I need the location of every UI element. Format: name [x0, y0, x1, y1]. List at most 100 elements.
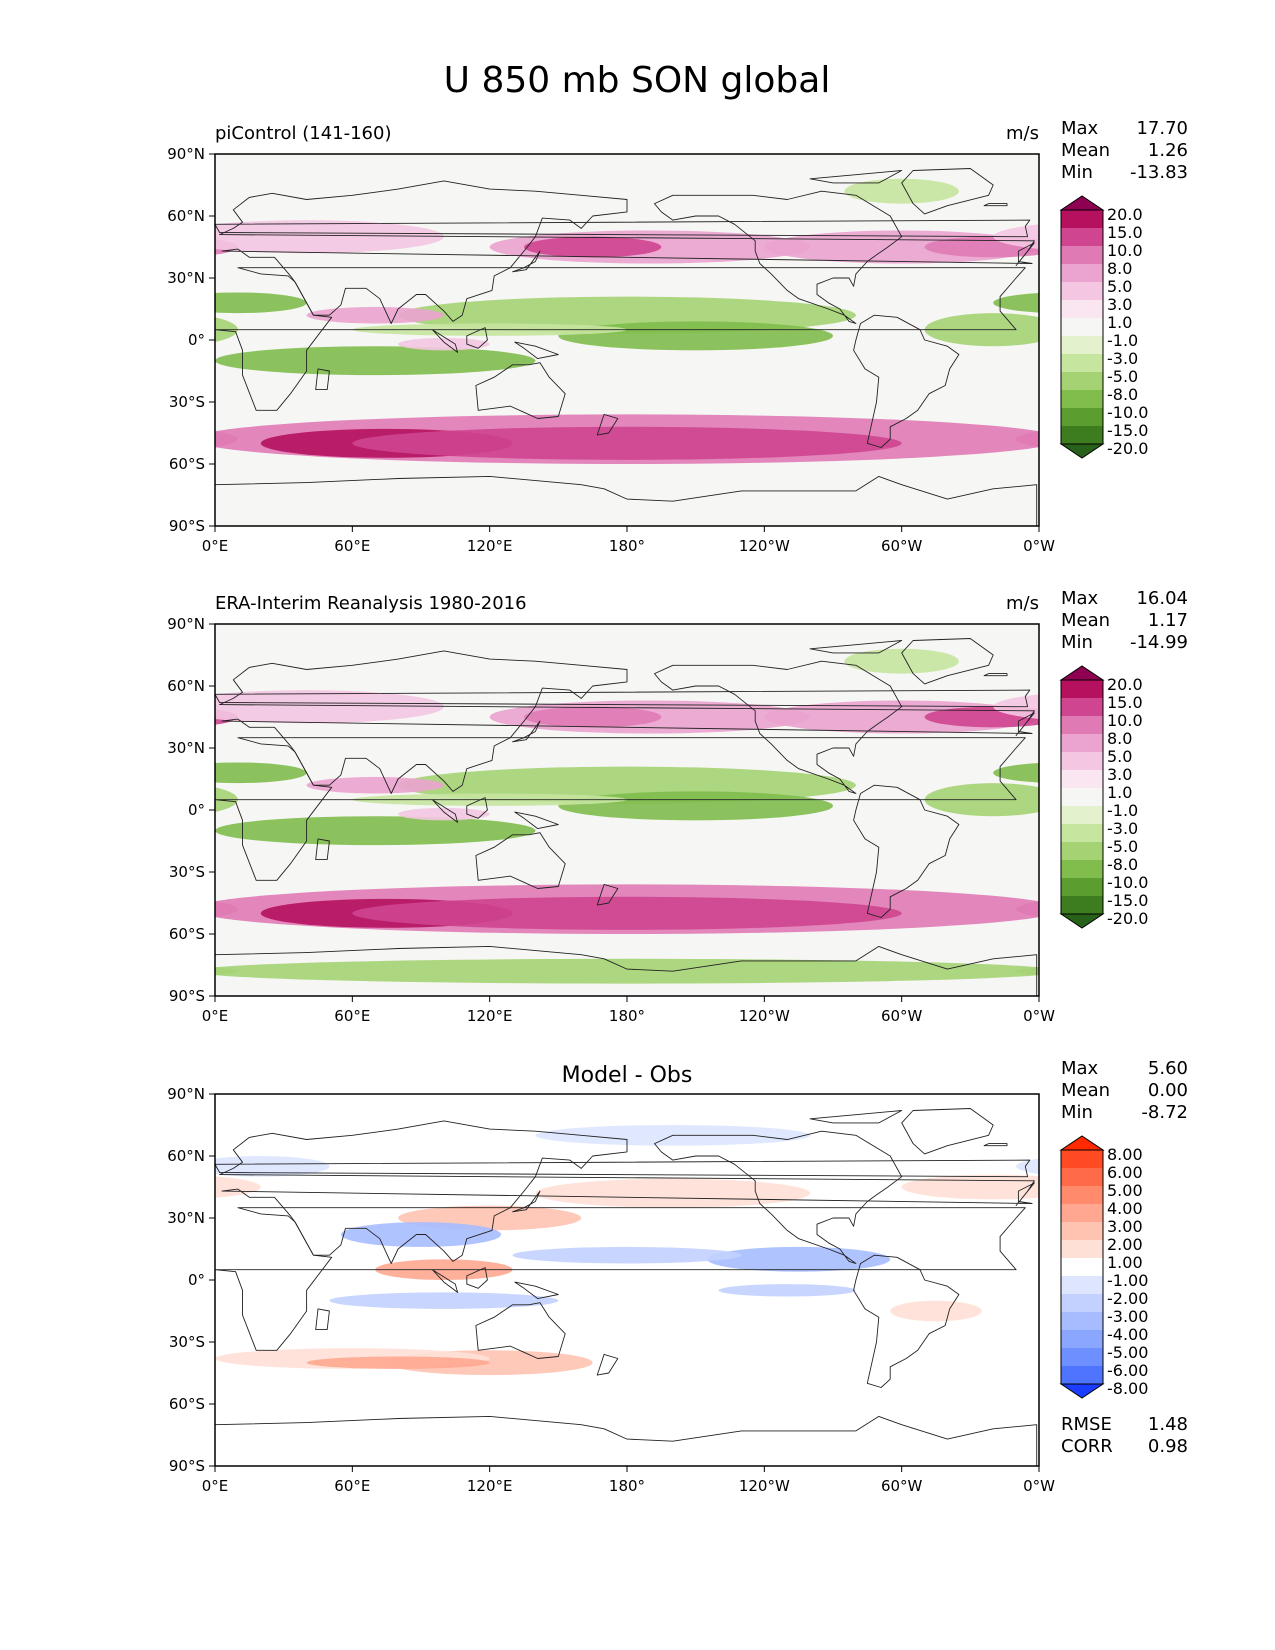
stat-value: 1.17: [1148, 610, 1188, 631]
colorbar-level-label: 1.0: [1107, 783, 1132, 802]
colorbar-level-label: 5.0: [1107, 277, 1132, 296]
colorbar-extend-bottom: [1059, 1383, 1105, 1399]
x-tick-label: 0°W: [1023, 1477, 1055, 1495]
contour-band: [0, 791, 9, 820]
contour-band: [1176, 897, 1275, 930]
colorbar-level-label: -20.0: [1107, 439, 1148, 458]
coastline: [809, 170, 903, 184]
stat-label: CORR: [1061, 1436, 1113, 1457]
colorbar-level-label: 3.0: [1107, 295, 1132, 314]
x-tick-label: 60°E: [334, 537, 370, 555]
colorbar-level-label: 1.0: [1107, 313, 1132, 332]
coastline: [219, 180, 1035, 324]
coastline: [983, 673, 1008, 677]
colorbar-swatch: [1061, 1276, 1103, 1294]
stat-value: -8.72: [1141, 1102, 1188, 1123]
y-tick-label: 90°S: [169, 987, 205, 1005]
coastline: [315, 1308, 330, 1331]
x-tick-label: 120°W: [739, 1007, 790, 1025]
x-tick-label: 60°E: [334, 1007, 370, 1025]
colorbar-swatch: [1061, 1150, 1103, 1168]
colorbar-level-label: -5.0: [1107, 367, 1138, 386]
colorbar-level-label: -1.0: [1107, 331, 1138, 350]
colorbar-level-label: 8.00: [1107, 1145, 1143, 1164]
coastline: [809, 1110, 903, 1124]
y-tick-label: 60°N: [167, 677, 205, 695]
coastlines: [215, 1108, 1038, 1466]
colorbar-swatch: [1061, 1258, 1103, 1276]
contour-band: [215, 1156, 330, 1177]
colorbar-frame: [1060, 679, 1104, 915]
colorbar-level-label: 1.00: [1107, 1253, 1143, 1272]
colorbar-swatch: [1061, 390, 1103, 408]
coastline: [215, 1207, 1026, 1351]
contour-band: [901, 1174, 1039, 1200]
coastline: [475, 1302, 566, 1359]
contour-band: [0, 700, 215, 733]
coastline: [514, 811, 559, 830]
coastline: [219, 1120, 1035, 1264]
stat-value: 17.70: [1136, 118, 1188, 139]
contour-band: [215, 488, 1039, 514]
stat-label: Max: [1061, 588, 1099, 609]
stat-value: -13.83: [1130, 162, 1188, 183]
x-tick-label: 0°W: [1023, 1007, 1055, 1025]
contour-band: [0, 427, 78, 460]
contour-band: [1222, 767, 1275, 804]
contour-band: [215, 816, 536, 846]
contour-band: [1222, 338, 1275, 350]
contour-band: [1016, 497, 1039, 506]
stat-label: Mean: [1061, 1080, 1110, 1101]
contour-band: [1131, 1356, 1275, 1368]
colorbar-swatch: [1061, 842, 1103, 860]
contour-band: [1016, 967, 1039, 976]
colorbar-extend-top: [1059, 1135, 1105, 1151]
units-label: m/s: [1006, 123, 1039, 144]
coastline: [431, 1269, 459, 1293]
colorbar-level-label: 15.0: [1107, 693, 1143, 712]
colorbar-swatch: [1061, 282, 1103, 300]
coastline: [596, 413, 619, 436]
contour-band: [215, 958, 1039, 984]
panel-diff: Model - Obs 0°E 60°E 120°E 180° 120°W 60°W 0°W 9…: [167, 1058, 1275, 1495]
y-tick-label: 90°S: [169, 517, 205, 535]
contour-band: [215, 967, 238, 976]
y-tick-label: 30°S: [169, 393, 205, 411]
x-tick-label: 0°E: [202, 1007, 229, 1025]
coastline: [983, 203, 1008, 207]
x-tick-label: 180°: [609, 537, 645, 555]
colorbar-swatch: [1061, 788, 1103, 806]
stat-label: RMSE: [1061, 1414, 1112, 1435]
stat-label: Min: [1061, 162, 1093, 183]
x-tick-label: 60°E: [334, 1477, 370, 1495]
coastline: [215, 737, 1026, 881]
colorbar-swatch: [1061, 210, 1103, 228]
coastline: [431, 799, 459, 823]
x-tick-label: 180°: [609, 1477, 645, 1495]
coastlines: [215, 168, 1038, 526]
y-tick-label: 90°S: [169, 1457, 205, 1475]
stat-value: 5.60: [1148, 1058, 1188, 1079]
colorbar-swatch: [1061, 806, 1103, 824]
x-tick-label: 60°W: [881, 537, 923, 555]
contour-band: [844, 178, 959, 204]
coastline: [215, 219, 1031, 238]
contour-band: [1176, 323, 1275, 335]
colorbar-level-label: 3.0: [1107, 765, 1132, 784]
colorbar-level-label: 4.00: [1107, 1199, 1143, 1218]
contour-band: [306, 776, 444, 794]
coastline: [901, 1108, 994, 1155]
coastline: [596, 1353, 619, 1376]
contour-band: [707, 1246, 891, 1272]
colorbar-swatch: [1061, 426, 1103, 444]
panel-obs: ERA-Interim Reanalysis 1980-2016 m/s 0°E 60…: [0, 588, 1275, 1025]
colorbar-level-label: -5.00: [1107, 1343, 1148, 1362]
contour-band: [718, 1284, 856, 1297]
y-tick-label: 90°N: [167, 1085, 205, 1103]
colorbar-level-label: -3.0: [1107, 349, 1138, 368]
colorbar-swatch: [1061, 1222, 1103, 1240]
contour-band: [215, 762, 307, 784]
colorbar-level-label: 10.0: [1107, 241, 1143, 260]
stat-value: 0.98: [1148, 1436, 1188, 1457]
colorbar-level-label: 3.00: [1107, 1217, 1143, 1236]
